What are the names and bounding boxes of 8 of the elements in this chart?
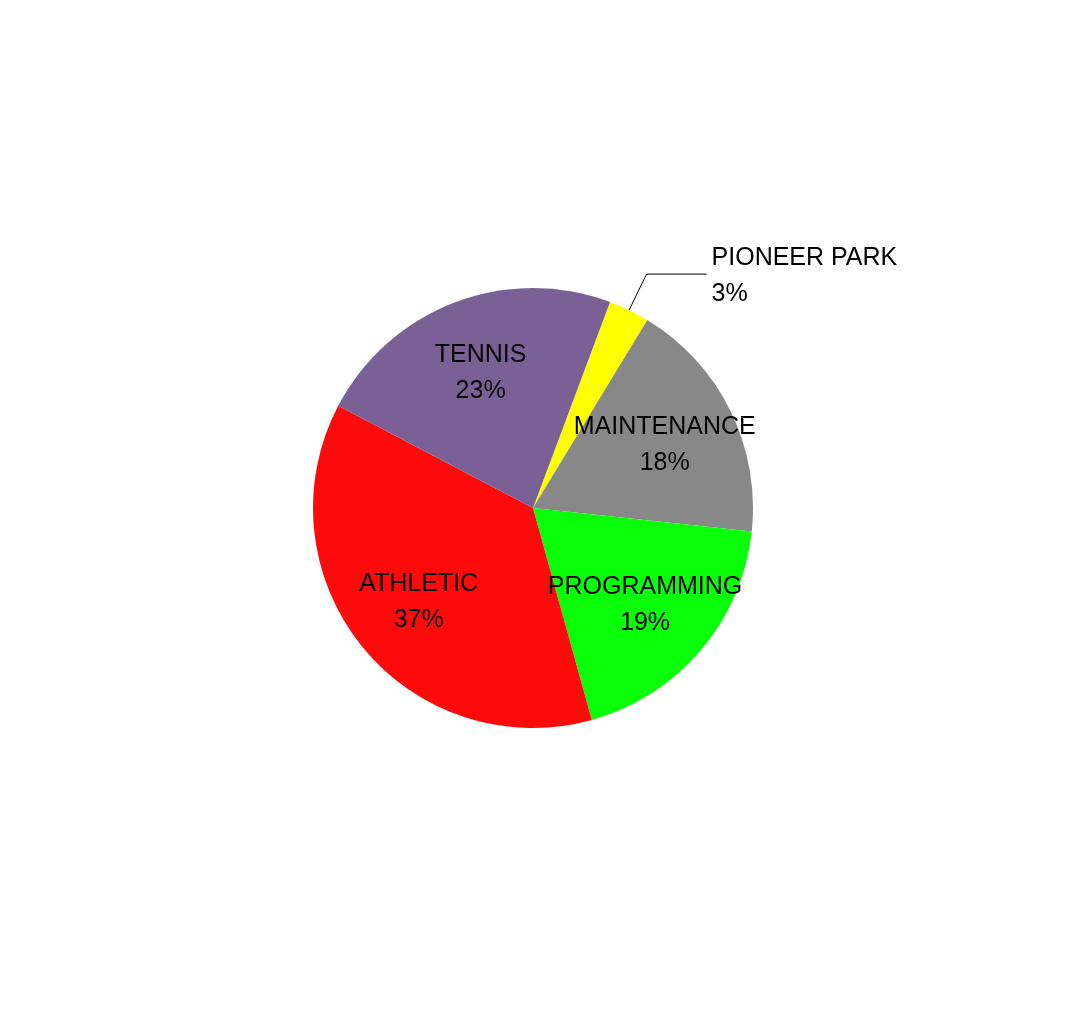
slice-label: ATHLETIC bbox=[359, 568, 479, 597]
slice-label: TENNIS bbox=[434, 338, 527, 367]
data-label: 19% bbox=[620, 607, 671, 636]
data-label: 18% bbox=[639, 446, 690, 475]
slice-label: PIONEER PARK bbox=[711, 242, 898, 271]
data-label: 23% bbox=[455, 374, 506, 403]
data-label: 37% bbox=[393, 604, 444, 633]
data-label: 3% bbox=[711, 278, 748, 307]
